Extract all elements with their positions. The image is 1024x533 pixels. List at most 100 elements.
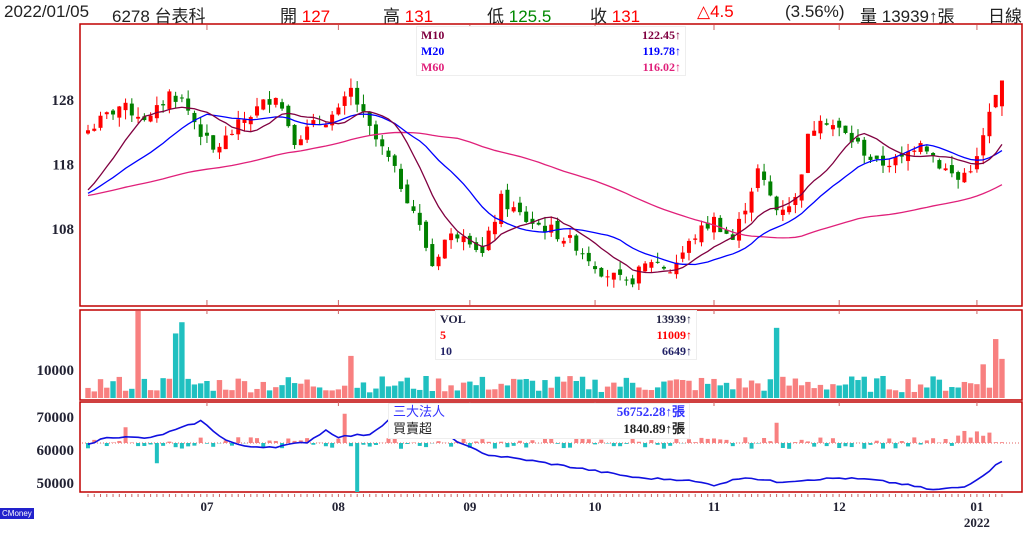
- netbuy-bar: [899, 441, 904, 443]
- candle-body: [148, 115, 153, 122]
- close-value: 131: [611, 7, 641, 26]
- volume-bar: [122, 390, 129, 398]
- candle-body: [217, 146, 222, 153]
- candle-body: [968, 171, 973, 173]
- candle-body: [380, 139, 385, 147]
- netbuy-bar: [580, 438, 585, 443]
- volume-bar: [611, 382, 617, 398]
- candle-body: [686, 240, 691, 253]
- candle-body: [255, 106, 260, 116]
- candle-body: [229, 133, 234, 135]
- legend-m10-label: M10: [421, 28, 445, 42]
- volume-bar: [767, 379, 774, 398]
- netbuy-bar: [517, 440, 522, 443]
- volume-bar: [329, 390, 335, 398]
- candle-body: [536, 222, 541, 225]
- volume-bar: [936, 379, 943, 398]
- candle-body: [348, 87, 353, 97]
- candle-body: [461, 236, 466, 243]
- volume-bar: [723, 382, 730, 398]
- volume-bar: [917, 384, 924, 398]
- candle-body: [962, 172, 967, 183]
- candle-body: [874, 155, 879, 159]
- candle-body: [837, 120, 842, 128]
- volume-bar: [492, 389, 498, 398]
- volume-bar: [586, 389, 592, 398]
- volume-bar: [692, 390, 698, 398]
- netbuy-bar: [987, 432, 992, 443]
- netbuy-bar: [830, 438, 835, 443]
- volume-bar: [147, 390, 154, 398]
- netbuy-bar: [392, 437, 397, 443]
- volume-bar: [867, 391, 874, 398]
- volume-bar: [423, 376, 429, 398]
- candle-body: [918, 143, 923, 152]
- netbuy-bar: [956, 435, 961, 443]
- netbuy-bar: [655, 443, 660, 445]
- candle-body: [474, 242, 479, 250]
- volume-bar: [761, 390, 767, 398]
- candle-body: [868, 156, 873, 160]
- candle-body: [661, 266, 666, 269]
- netbuy-bar: [399, 443, 403, 449]
- volume-bar: [705, 383, 711, 398]
- volume-bar: [792, 378, 799, 398]
- netbuy-bar: [549, 438, 554, 443]
- volume-bar: [673, 379, 680, 398]
- volume-bar: [435, 378, 442, 398]
- candle-body: [680, 252, 685, 259]
- netbuy-bar: [524, 443, 529, 448]
- candle-body: [668, 272, 673, 274]
- netbuy-bar: [799, 439, 804, 443]
- netbuy-bar: [198, 437, 203, 443]
- period[interactable]: 日線: [988, 7, 1022, 26]
- netbuy-bar: [111, 442, 116, 443]
- candle-body: [937, 160, 942, 169]
- netbuy-bar: [624, 443, 629, 444]
- volume-bar: [961, 381, 968, 398]
- candle-body: [355, 87, 360, 105]
- candle-body: [161, 104, 166, 106]
- netbuy-bar: [805, 441, 810, 443]
- netbuy-bar: [699, 437, 704, 443]
- netbuy-bar: [705, 438, 710, 443]
- volume-bar: [116, 376, 122, 398]
- netbuy-bar: [136, 443, 141, 447]
- legend-inst-value: 56752.28↑張: [616, 404, 685, 419]
- volume-bar: [442, 391, 448, 398]
- candle-body: [386, 150, 391, 157]
- volume-bar: [536, 390, 542, 398]
- price-legend: M10 122.45↑ M20 119.78↑ M60 116.02↑: [416, 26, 686, 76]
- candle-body: [248, 117, 253, 125]
- candle-body: [505, 189, 510, 210]
- candle-body: [223, 135, 228, 150]
- volume-bar: [179, 322, 185, 398]
- volume-bar: [429, 390, 435, 398]
- candle-body: [492, 221, 497, 235]
- netbuy-bar: [724, 439, 729, 443]
- volume-bar: [999, 358, 1005, 398]
- volume-bar: [367, 392, 373, 398]
- volume-bar: [260, 381, 266, 398]
- candle-body: [881, 155, 886, 166]
- netbuy-bar: [449, 443, 454, 447]
- netbuy-bar: [924, 440, 929, 443]
- volume-bar: [404, 377, 410, 398]
- netbuy-bar: [818, 437, 823, 443]
- volume-bar: [780, 376, 786, 398]
- candle-body: [192, 112, 197, 123]
- volume-bar: [836, 385, 842, 398]
- candle-body: [86, 130, 90, 134]
- legend-netbuy-label: 買賣超: [393, 421, 433, 436]
- volume-bar: [686, 380, 692, 398]
- netbuy-bar: [223, 440, 228, 443]
- netbuy-bar: [993, 442, 998, 443]
- netbuy-bar: [348, 443, 353, 447]
- volume-bar: [942, 390, 949, 398]
- open-label: 開: [280, 7, 297, 26]
- netbuy-bar: [373, 443, 378, 445]
- volume-bar: [266, 390, 273, 398]
- candle-body: [931, 153, 936, 156]
- candle-body: [111, 110, 116, 115]
